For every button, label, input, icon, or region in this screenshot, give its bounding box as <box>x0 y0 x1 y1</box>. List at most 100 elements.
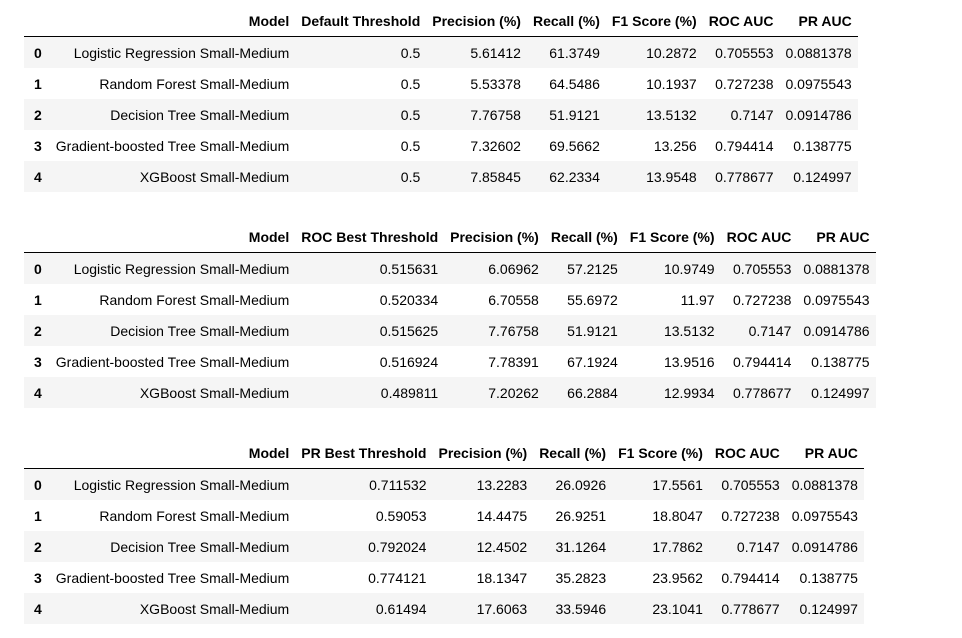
pr-auc-cell: 0.0914786 <box>785 106 852 123</box>
precision-cell: 7.76758 <box>488 322 539 339</box>
row-index: 2 <box>34 538 42 555</box>
column-header: F1 Score (%) <box>612 437 709 469</box>
precision-cell: 7.32602 <box>470 137 521 154</box>
f1-cell: 23.9562 <box>652 569 703 586</box>
threshold-cell: 0.516924 <box>379 353 439 370</box>
table-header-row: Model ROC Best Threshold Precision (%) R… <box>24 221 876 253</box>
row-index: 4 <box>34 168 42 185</box>
table-row: 2 Decision Tree Small-Medium 0.515625 7.… <box>24 315 876 346</box>
model-cell: Logistic Regression Small-Medium <box>73 260 290 277</box>
pr-auc-cell: 0.124997 <box>793 168 852 185</box>
pr-auc-cell: 0.124997 <box>811 384 870 401</box>
f1-cell: 10.9749 <box>663 260 715 277</box>
f1-cell: 18.8047 <box>652 507 703 524</box>
roc-auc-cell: 0.705553 <box>715 44 774 61</box>
column-header: ROC AUC <box>702 5 780 37</box>
row-index: 4 <box>34 600 42 617</box>
recall-cell: 61.3749 <box>549 44 600 61</box>
column-header: Model <box>49 5 296 37</box>
column-header: ROC AUC <box>720 221 798 253</box>
model-cell: Decision Tree Small-Medium <box>110 106 290 123</box>
column-header: Model <box>49 437 296 469</box>
recall-cell: 64.5486 <box>549 75 600 92</box>
threshold-cell: 0.792024 <box>368 538 427 555</box>
pr-auc-cell: 0.0975543 <box>803 291 870 308</box>
row-index: 3 <box>34 569 42 586</box>
f1-cell: 13.5132 <box>646 106 697 123</box>
table-header-row: Model PR Best Threshold Precision (%) Re… <box>24 437 864 469</box>
precision-cell: 7.76758 <box>470 106 521 123</box>
row-index: 0 <box>34 260 42 277</box>
model-cell: Random Forest Small-Medium <box>99 75 290 92</box>
precision-cell: 18.1347 <box>476 569 528 586</box>
index-header <box>24 5 50 37</box>
table-row: 1 Random Forest Small-Medium 0.5 5.53378… <box>24 68 858 99</box>
recall-cell: 26.9251 <box>555 507 607 524</box>
f1-cell: 13.5132 <box>663 322 715 339</box>
table-row: 0 Logistic Regression Small-Medium 0.5 5… <box>24 36 858 68</box>
recall-cell: 55.6972 <box>567 291 618 308</box>
column-header: PR AUC <box>797 221 876 253</box>
model-cell: Decision Tree Small-Medium <box>110 538 290 555</box>
column-header: Recall (%) <box>544 221 624 253</box>
precision-cell: 17.6063 <box>476 600 528 617</box>
roc-auc-cell: 0.7147 <box>736 538 780 555</box>
index-header <box>24 437 50 469</box>
precision-cell: 7.20262 <box>488 384 539 401</box>
column-header: F1 Score (%) <box>623 221 721 253</box>
row-index: 3 <box>34 137 42 154</box>
model-cell: Gradient-boosted Tree Small-Medium <box>55 137 290 154</box>
table-row: 1 Random Forest Small-Medium 0.520334 6.… <box>24 284 876 315</box>
column-header: ROC AUC <box>708 437 786 469</box>
column-header: Default Threshold <box>295 5 427 37</box>
roc-auc-cell: 0.727238 <box>732 291 792 308</box>
column-header: PR AUC <box>785 437 864 469</box>
model-cell: XGBoost Small-Medium <box>139 168 290 185</box>
f1-cell: 12.9934 <box>663 384 715 401</box>
pr-auc-cell: 0.0975543 <box>785 75 852 92</box>
precision-cell: 14.4475 <box>476 507 528 524</box>
model-cell: XGBoost Small-Medium <box>139 384 290 401</box>
results-table-pr-best-threshold: Model PR Best Threshold Precision (%) Re… <box>24 437 864 624</box>
roc-auc-cell: 0.794414 <box>715 137 774 154</box>
precision-cell: 5.61412 <box>470 44 521 61</box>
table-row: 4 XGBoost Small-Medium 0.489811 7.20262 … <box>24 377 876 408</box>
precision-cell: 7.85845 <box>470 168 521 185</box>
table-row: 2 Decision Tree Small-Medium 0.792024 12… <box>24 531 864 562</box>
f1-cell: 17.5561 <box>652 476 703 493</box>
recall-cell: 31.1264 <box>555 538 607 555</box>
index-header <box>24 221 50 253</box>
model-cell: XGBoost Small-Medium <box>139 600 290 617</box>
precision-cell: 6.06962 <box>488 260 539 277</box>
row-index: 1 <box>34 75 42 92</box>
f1-cell: 17.7862 <box>652 538 703 555</box>
table-row: 2 Decision Tree Small-Medium 0.5 7.76758… <box>24 99 858 130</box>
threshold-cell: 0.489811 <box>380 384 439 401</box>
recall-cell: 33.5946 <box>555 600 607 617</box>
column-header: Model <box>49 221 296 253</box>
f1-cell: 10.1937 <box>646 75 697 92</box>
recall-cell: 62.2334 <box>549 168 600 185</box>
threshold-cell: 0.711532 <box>369 476 427 493</box>
recall-cell: 67.1924 <box>567 353 618 370</box>
roc-auc-cell: 0.794414 <box>721 569 780 586</box>
recall-cell: 69.5662 <box>549 137 600 154</box>
roc-auc-cell: 0.7147 <box>730 106 774 123</box>
threshold-cell: 0.5 <box>400 75 421 92</box>
pr-auc-cell: 0.138775 <box>799 569 858 586</box>
f1-cell: 10.2872 <box>646 44 697 61</box>
roc-auc-cell: 0.794414 <box>732 353 792 370</box>
results-table-roc-best-threshold: Model ROC Best Threshold Precision (%) R… <box>24 221 876 408</box>
roc-auc-cell: 0.778677 <box>721 600 780 617</box>
model-cell: Random Forest Small-Medium <box>99 507 290 524</box>
pr-auc-cell: 0.124997 <box>799 600 858 617</box>
f1-cell: 11.97 <box>680 291 715 308</box>
pr-auc-cell: 0.0975543 <box>791 507 858 524</box>
table-row: 0 Logistic Regression Small-Medium 0.515… <box>24 252 876 284</box>
results-table-default-threshold: Model Default Threshold Precision (%) Re… <box>24 5 858 192</box>
roc-auc-cell: 0.778677 <box>732 384 792 401</box>
pr-auc-cell: 0.0881378 <box>785 44 852 61</box>
recall-cell: 57.2125 <box>567 260 618 277</box>
precision-cell: 5.53378 <box>470 75 521 92</box>
threshold-cell: 0.5 <box>400 137 421 154</box>
